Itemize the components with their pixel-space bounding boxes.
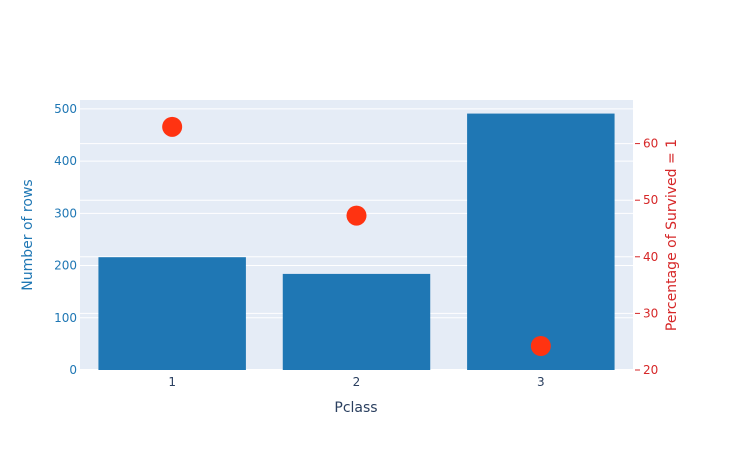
y2-tick-label: 30 [643, 306, 658, 320]
y2-tick-label: 60 [643, 137, 658, 151]
y-axis-ticks: 0 100 200 300 400 500 [54, 102, 77, 377]
x-tick-label: 2 [353, 375, 361, 389]
bar-pclass-2[interactable] [282, 273, 431, 370]
y2-tick-label: 20 [643, 363, 658, 377]
y-axis-title: Number of rows [20, 179, 36, 290]
y-tick-label: 400 [54, 154, 77, 168]
y2-axis-ticks: 20 30 40 50 60 [635, 137, 658, 377]
y-tick-label: 500 [54, 102, 77, 116]
y2-tick-label: 50 [643, 193, 658, 207]
y2-tick-label: 40 [643, 250, 658, 264]
bar-pclass-1[interactable] [98, 257, 246, 370]
x-axis-ticks: 1 2 3 [168, 375, 544, 389]
y-tick-label: 0 [69, 363, 77, 377]
y-tick-label: 200 [54, 259, 77, 273]
x-tick-label: 3 [537, 375, 545, 389]
bars [98, 113, 615, 370]
y-tick-label: 100 [54, 311, 77, 325]
y-tick-label: 300 [54, 206, 77, 220]
point-pclass-2[interactable] [346, 205, 367, 226]
x-tick-label: 1 [168, 375, 176, 389]
points [162, 116, 551, 356]
bar-pclass-3[interactable] [467, 113, 615, 370]
point-pclass-1[interactable] [162, 116, 183, 137]
x-axis-title: Pclass [334, 400, 377, 416]
point-pclass-3[interactable] [530, 336, 551, 356]
y2-axis-title: Percentage of Survived = 1 [664, 139, 680, 331]
